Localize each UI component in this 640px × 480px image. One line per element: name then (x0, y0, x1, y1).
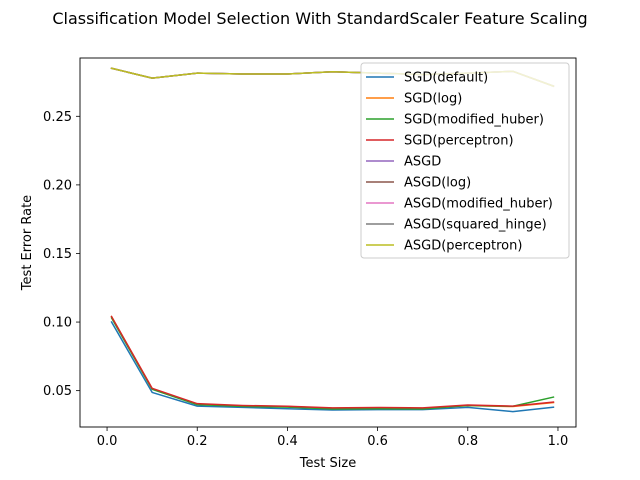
x-tick-label: 0.6 (367, 434, 388, 449)
legend-label: ASGD (404, 155, 441, 170)
chart-title: Classification Model Selection With Stan… (52, 9, 587, 28)
legend-label: ASGD(perceptron) (404, 239, 522, 254)
y-tick-label: 0.10 (43, 316, 72, 331)
series-line-0 (110, 321, 555, 413)
y-axis-label: Test Error Rate (20, 195, 35, 291)
legend-label: SGD(log) (404, 92, 462, 107)
series-line-1 (110, 315, 555, 410)
legend-label: ASGD(log) (404, 176, 471, 191)
y-tick-label: 0.25 (43, 110, 72, 125)
legend-items: SGD(default) SGD(log) SGD(modified_huber) S… (366, 71, 553, 254)
y-axis-ticks: 0.05 0.10 0.15 0.20 0.25 (43, 110, 80, 399)
x-tick-label: 0.4 (277, 434, 298, 449)
y-tick-label: 0.05 (43, 384, 72, 399)
x-tick-label: 1.0 (548, 434, 569, 449)
legend-label: SGD(modified_huber) (404, 113, 544, 128)
series-line-2 (110, 316, 555, 410)
y-tick-label: 0.20 (43, 178, 72, 193)
legend-label: ASGD(modified_huber) (404, 197, 553, 212)
x-tick-label: 0.2 (187, 434, 208, 449)
x-tick-label: 0.8 (457, 434, 478, 449)
plot-frame (79, 57, 577, 428)
legend: SGD(default) SGD(log) SGD(modified_huber) S… (360, 62, 570, 259)
series-line-3 (110, 315, 555, 409)
y-tick-label: 0.15 (43, 247, 72, 262)
legend-box (360, 62, 570, 259)
legend-label: SGD(default) (404, 71, 488, 86)
x-tick-label: 0.0 (97, 434, 118, 449)
legend-label: SGD(perceptron) (404, 134, 514, 149)
plot-lines (110, 67, 555, 413)
x-axis-label: Test Size (299, 456, 356, 471)
legend-label: ASGD(squared_hinge) (404, 218, 547, 233)
x-axis-ticks: 0.0 0.2 0.4 0.6 0.8 1.0 (97, 427, 569, 449)
